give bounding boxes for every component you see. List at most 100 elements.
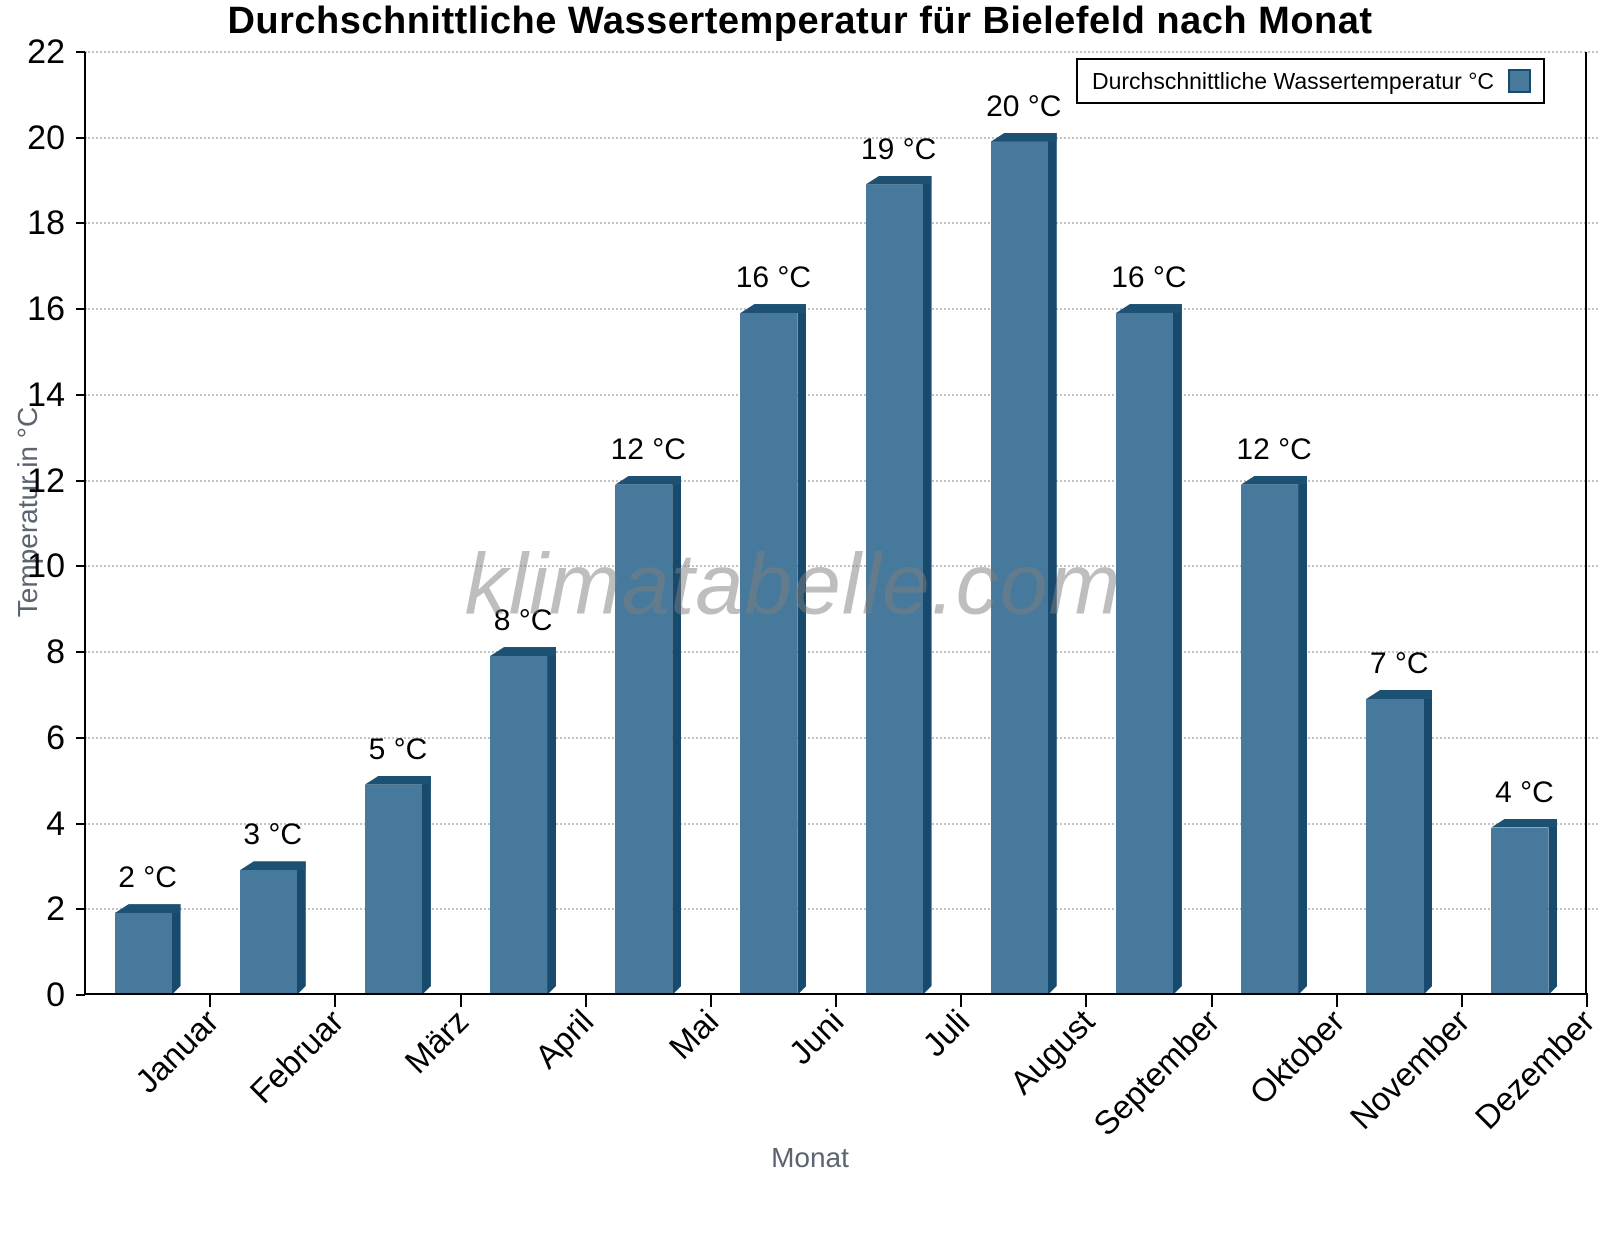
y-tick-8 (76, 651, 85, 654)
x-tick-7 (960, 995, 963, 1007)
bar-april (490, 647, 557, 995)
x-tick-4 (584, 995, 587, 1007)
gridline-14 (85, 393, 1598, 396)
y-axis-line (84, 52, 86, 995)
bar-dezember (1491, 818, 1558, 995)
y-tick-label-4: 4 (46, 804, 65, 843)
gridline-10 (85, 565, 1598, 568)
y-tick-label-10: 10 (27, 547, 65, 586)
x-tick-12 (1586, 995, 1588, 1007)
bar-cap-januar (114, 904, 181, 914)
bar-face-oktober (1241, 484, 1299, 995)
gridline-2 (85, 908, 1598, 911)
x-tick-5 (709, 995, 712, 1007)
gridline-8 (85, 651, 1598, 654)
bar-cap-juni (740, 304, 807, 314)
bar-face-september (1115, 313, 1173, 995)
bar-juli (865, 175, 932, 995)
bar-face-mai (615, 484, 673, 995)
y-tick-4 (76, 822, 85, 825)
value-label-juli: 19 °C (860, 132, 937, 166)
plot-area: 0 2 4 6 8 10 12 14 16 18 20 22 2 °C Januar 3 °C Februar… (27, 33, 1600, 1143)
y-tick-label-0: 0 (46, 976, 65, 1014)
x-tick-label-märz: März (397, 1002, 476, 1081)
bar-cap-dezember (1491, 818, 1558, 828)
x-tick-9 (1210, 995, 1213, 1007)
bar-cap-februar (239, 861, 306, 871)
y-tick-16 (76, 308, 85, 311)
y-tick-label-2: 2 (46, 890, 65, 929)
bar-face-august (990, 141, 1048, 995)
gridline-16 (85, 308, 1598, 311)
x-tick-3 (459, 995, 462, 1007)
value-label-januar: 2 °C (118, 861, 177, 895)
bar-face-juni (740, 313, 798, 995)
y-tick-2 (76, 908, 85, 911)
x-tick-11 (1460, 995, 1463, 1007)
x-tick-label-april: April (527, 1002, 601, 1076)
bar-cap-april (490, 647, 557, 657)
y-tick-label-14: 14 (27, 375, 65, 414)
bar-märz (364, 775, 431, 995)
chart-figure: Durchschnittliche Wassertemperatur für B… (12, 0, 1600, 1173)
y-tick-label-22: 22 (27, 33, 65, 71)
bar-september (1115, 304, 1182, 995)
gridline-6 (85, 736, 1598, 739)
y-tick-label-16: 16 (27, 290, 65, 329)
x-tick-6 (835, 995, 837, 1007)
bar-face-november (1366, 698, 1424, 995)
x-axis-line (84, 993, 1588, 995)
gridline-20 (85, 136, 1598, 139)
gridline-4 (85, 822, 1598, 825)
plot-right-border (1585, 52, 1587, 995)
value-label-juni: 16 °C (735, 261, 812, 295)
x-tick-label-februar: Februar (242, 1002, 351, 1111)
gridline-22 (85, 51, 1598, 53)
bar-cap-mai (615, 475, 682, 485)
gridline-12 (85, 479, 1598, 482)
bar-februar (239, 861, 306, 995)
y-tick-0 (76, 994, 85, 996)
y-tick-label-8: 8 (46, 633, 65, 672)
value-label-februar: 3 °C (243, 818, 303, 852)
bar-cap-november (1366, 689, 1433, 699)
x-tick-label-mai: Mai (661, 1002, 726, 1067)
y-tick-22 (76, 51, 85, 53)
value-label-september: 16 °C (1111, 261, 1187, 295)
legend-swatch-icon (1508, 69, 1531, 93)
bar-face-februar (239, 870, 297, 995)
legend: Durchschnittliche Wassertemperatur °C (1075, 58, 1545, 104)
bar-face-januar (114, 913, 172, 995)
watermark: klimatabelle.com (464, 536, 1122, 633)
y-tick-20 (76, 136, 85, 139)
x-tick-label-juni: Juni (781, 1002, 851, 1072)
chart-title: Durchschnittliche Wassertemperatur für B… (227, 0, 1373, 42)
x-tick-label-dezember: Dezember (1468, 1002, 1600, 1137)
x-tick-label-september: September (1086, 1002, 1227, 1143)
bar-cap-oktober (1241, 475, 1308, 485)
y-tick-10 (76, 565, 85, 568)
value-label-oktober: 12 °C (1236, 432, 1312, 466)
bar-cap-august (990, 132, 1057, 142)
legend-label: Durchschnittliche Wassertemperatur °C (1091, 67, 1494, 94)
bar-august (990, 132, 1057, 995)
bar-oktober (1241, 475, 1308, 995)
y-tick-14 (76, 393, 85, 396)
y-tick-label-12: 12 (27, 461, 65, 500)
x-axis-title: Monat (771, 1142, 849, 1173)
y-tick-6 (76, 736, 85, 739)
y-tick-label-20: 20 (27, 118, 65, 157)
value-label-dezember: 4 °C (1495, 775, 1554, 809)
bar-cap-september (1115, 304, 1182, 314)
value-label-märz: 5 °C (368, 732, 428, 766)
value-label-april: 8 °C (493, 604, 553, 638)
bar-januar (114, 904, 181, 995)
bar-face-dezember (1491, 827, 1549, 995)
y-tick-18 (76, 222, 85, 225)
bar-face-juli (865, 184, 923, 995)
x-tick-label-juli: Juli (914, 1002, 977, 1064)
x-tick-8 (1085, 995, 1088, 1007)
value-label-november: 7 °C (1369, 646, 1429, 680)
bar-november (1366, 689, 1433, 995)
x-tick-10 (1335, 995, 1338, 1007)
